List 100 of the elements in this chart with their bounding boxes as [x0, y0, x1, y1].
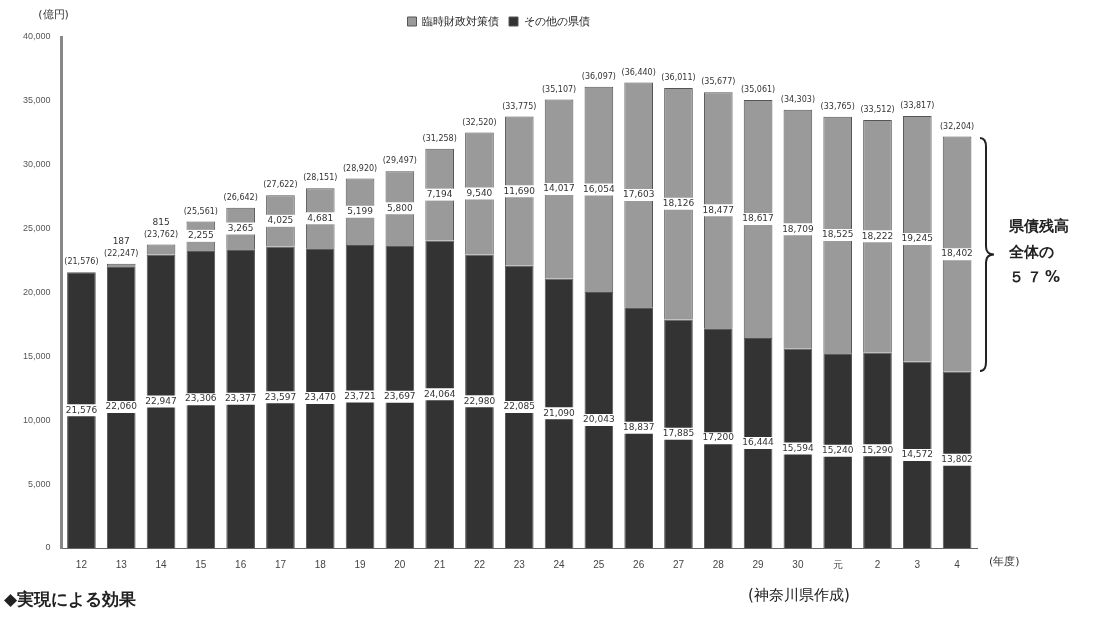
data-label: 23,597: [264, 391, 297, 402]
x-tick-label: 2: [874, 558, 881, 570]
y-tick-label: 15,000: [23, 350, 51, 361]
x-tick-label: 22: [473, 558, 486, 570]
legend-label: 臨時財政対策債: [422, 14, 499, 27]
x-tick-label: 18: [314, 558, 327, 570]
x-tick-label: 26: [633, 558, 645, 570]
data-label: 21,090: [543, 407, 576, 418]
y-tick-label: 0: [45, 542, 51, 553]
data-label: 23,470: [304, 392, 337, 403]
data-label: 18,617: [742, 213, 774, 224]
data-label: 23,377: [224, 393, 257, 404]
data-label: 18,126: [662, 198, 695, 209]
x-tick-label: 19: [354, 558, 367, 570]
total-label: (32,520): [462, 117, 497, 127]
data-label: 15,290: [861, 444, 894, 455]
x-tick-label: 13: [115, 558, 128, 570]
x-tick-label: 14: [155, 558, 168, 570]
data-label: 5,199: [347, 206, 374, 217]
data-label: 21,576: [65, 404, 98, 415]
data-label: 22,980: [463, 395, 496, 406]
x-tick-label: 21: [434, 558, 446, 570]
total-label: (27,622): [263, 180, 298, 190]
data-label: 18,402: [941, 248, 973, 259]
data-label: 19,245: [901, 233, 934, 244]
data-label: 18,709: [782, 223, 814, 234]
data-label: 22,060: [105, 401, 138, 412]
data-label: 17,885: [662, 428, 695, 439]
data-label: 9,540: [466, 187, 493, 198]
data-label: 17,200: [702, 432, 735, 443]
total-label: (35,107): [541, 84, 577, 94]
total-label: (21,576): [64, 257, 99, 267]
total-label: (33,765): [820, 101, 855, 111]
data-label: 24,064: [423, 388, 456, 399]
y-axis-title: (億円): [38, 7, 69, 21]
y-tick-label: 5,000: [28, 478, 51, 489]
data-label: 7,194: [426, 188, 453, 199]
total-label: (34,303): [780, 94, 815, 104]
total-label: (36,097): [581, 71, 616, 81]
data-label: 18,477: [702, 204, 735, 215]
data-label: 11,690: [503, 185, 536, 196]
y-tick-label: 10,000: [23, 414, 51, 425]
data-label: 23,721: [344, 390, 376, 401]
x-tick-label: 17: [274, 558, 287, 570]
text: ◆実現による効果: [4, 588, 137, 611]
total-label: (35,677): [701, 77, 736, 87]
total-label: (28,920): [342, 163, 378, 173]
data-label: 18,837: [622, 422, 655, 433]
text: (神奈川県作成): [748, 586, 850, 605]
total-label: (32,204): [939, 121, 975, 131]
data-label: 18,525: [821, 229, 854, 240]
total-label: (23,762): [143, 229, 179, 239]
data-label: 16,054: [583, 183, 615, 194]
y-tick-label: 20,000: [23, 286, 51, 297]
text: 県債残高全体の５７%: [1009, 216, 1071, 289]
data-label: 18,222: [861, 230, 894, 241]
total-label: (33,775): [502, 101, 537, 111]
total-label: (33,817): [900, 101, 935, 111]
data-label: 15,240: [821, 445, 854, 455]
data-label: 22,947: [145, 395, 177, 406]
data-label: 815: [152, 216, 170, 227]
total-label: (22,247): [104, 248, 139, 258]
x-tick-label: 12: [75, 558, 88, 570]
data-label: 5,800: [386, 202, 414, 213]
y-tick-label: 35,000: [23, 95, 51, 106]
x-tick-label: 29: [752, 558, 765, 570]
x-tick-label: 3: [914, 558, 921, 570]
total-label: (29,497): [382, 156, 417, 166]
x-tick-label: 24: [553, 558, 566, 570]
data-label: 13,802: [941, 454, 973, 465]
x-tick-label: 元: [832, 558, 843, 570]
data-label: 4,681: [307, 212, 334, 223]
total-label: (35,061): [740, 85, 776, 95]
data-label: 22,085: [503, 401, 536, 412]
x-tick-label: 20: [394, 558, 406, 570]
x-tick-label: 30: [792, 558, 804, 570]
data-label: 187: [112, 236, 130, 247]
total-label: (26,642): [223, 192, 258, 202]
data-label: 16,444: [742, 437, 775, 448]
total-label: (36,011): [661, 73, 696, 83]
data-label: 17,603: [622, 189, 655, 200]
x-tick-label: 25: [593, 558, 605, 570]
y-tick-label: 25,000: [23, 223, 51, 234]
y-tick-label: 30,000: [23, 159, 51, 170]
data-label: 23,306: [185, 393, 217, 404]
data-label: 3,265: [227, 222, 254, 233]
total-label: (25,561): [183, 206, 218, 216]
x-tick-label: 4: [954, 558, 961, 570]
data-label: 4,025: [267, 215, 294, 226]
x-tick-label: 16: [235, 558, 247, 570]
total-label: (33,512): [860, 104, 895, 114]
legend-label: その他の県債: [523, 14, 590, 27]
data-label: 15,594: [782, 442, 814, 453]
y-tick-label: 40,000: [23, 31, 51, 42]
x-tick-label: 23: [513, 558, 526, 570]
total-label: (28,151): [303, 173, 338, 183]
data-label: 23,697: [384, 390, 416, 401]
data-label: 14,017: [543, 183, 575, 194]
x-tick-label: 28: [712, 558, 725, 570]
total-label: (36,440): [621, 67, 656, 77]
